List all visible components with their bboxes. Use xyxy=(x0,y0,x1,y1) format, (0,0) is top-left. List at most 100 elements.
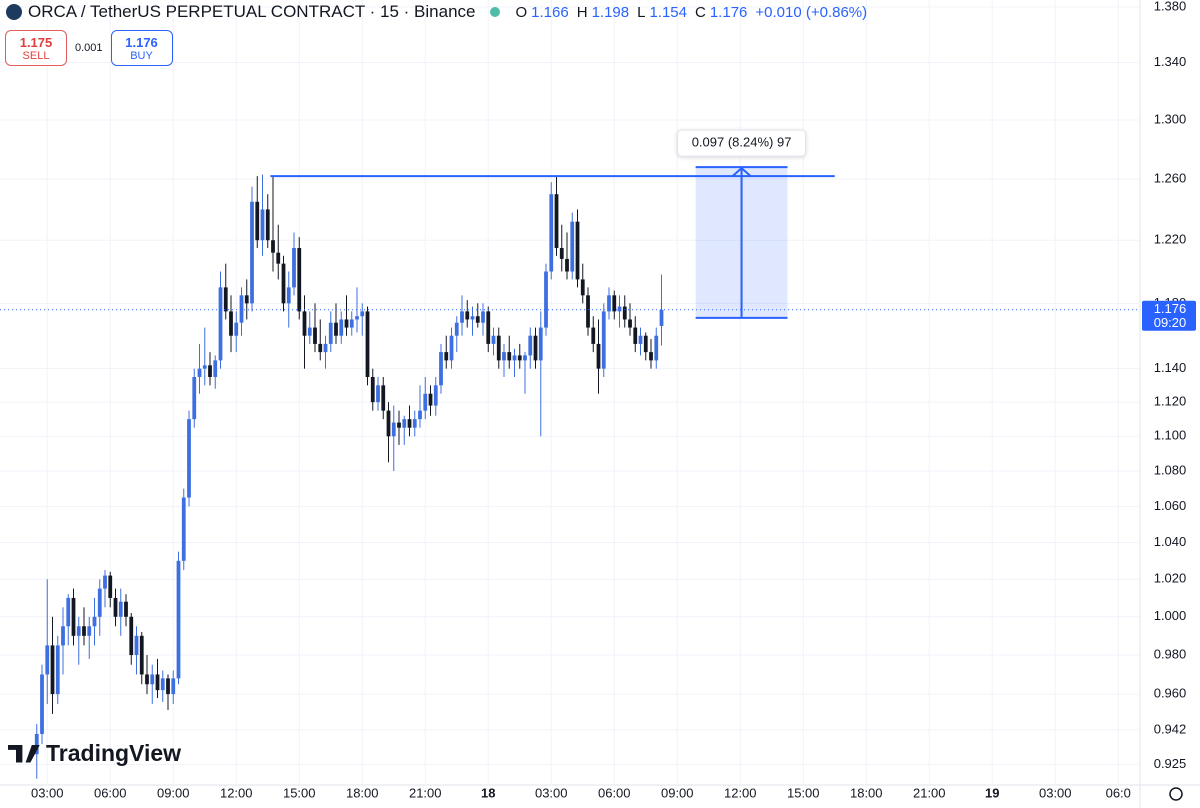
candle-body xyxy=(444,352,449,361)
candle-body xyxy=(286,287,291,304)
last-price-label: 1.176 xyxy=(1154,301,1187,316)
candle-body xyxy=(407,419,412,428)
candle-body xyxy=(523,355,527,361)
candle-body xyxy=(171,678,176,695)
ohlc-value: 1.154 xyxy=(649,3,687,21)
candle-body xyxy=(433,385,438,406)
candle-body xyxy=(145,674,149,685)
candle-body xyxy=(481,311,485,323)
candle-body xyxy=(166,678,170,695)
settings-icon[interactable] xyxy=(1169,787,1183,801)
candle-body xyxy=(334,322,338,336)
candle-body xyxy=(223,287,228,312)
candle-body xyxy=(591,327,596,344)
candle-body xyxy=(45,645,50,675)
x-tick-label: 18 xyxy=(481,785,495,800)
candle-body xyxy=(486,311,491,344)
y-tick-label: 1.000 xyxy=(1154,608,1187,623)
measure-arrow-head xyxy=(731,166,752,177)
candle-body xyxy=(360,311,365,317)
y-tick-label: 1.220 xyxy=(1154,232,1187,247)
candle-body xyxy=(517,355,522,361)
measure-label-box xyxy=(677,129,807,157)
symbol[interactable]: ORCA / TetherUS PERPETUAL CONTRACT · 15 … xyxy=(28,2,476,21)
y-tick-label: 1.120 xyxy=(1154,394,1187,409)
trade-panel: 1.175 SELL 0.001 1.176 BUY xyxy=(5,30,173,66)
candle-body xyxy=(638,335,643,344)
ohlc-key: H xyxy=(576,3,588,21)
y-tick-label: 0.980 xyxy=(1154,646,1187,661)
x-tick-label: 15:00 xyxy=(283,785,316,800)
candle-body xyxy=(460,311,464,323)
logo-text: TradingView xyxy=(46,740,182,766)
candle-body xyxy=(323,343,328,353)
candle-body xyxy=(565,258,569,272)
candle-body xyxy=(586,295,590,328)
candle-body xyxy=(34,733,39,755)
y-tick-label: 1.140 xyxy=(1154,360,1187,375)
candle-body xyxy=(349,319,354,328)
candle-body xyxy=(124,601,128,617)
ohlc-value: 1.166 xyxy=(531,3,569,21)
y-tick-label: 0.942 xyxy=(1154,721,1187,736)
candle-body xyxy=(234,322,239,336)
candle-body xyxy=(150,674,155,685)
change: +0.010 (+0.86%) xyxy=(755,3,868,21)
candle-body xyxy=(370,376,375,403)
candle-body xyxy=(155,674,160,691)
candle-body xyxy=(533,335,538,361)
candle-body xyxy=(97,588,102,617)
x-tick-label: 06:00 xyxy=(598,785,631,800)
candle-body xyxy=(402,419,407,428)
candle-body xyxy=(71,597,76,636)
candle-body xyxy=(260,209,265,241)
candle-body xyxy=(213,360,218,377)
ohlc-key: C xyxy=(695,3,706,21)
y-tick-label: 1.060 xyxy=(1154,498,1187,513)
candle-body xyxy=(391,422,396,437)
candle-body xyxy=(208,365,212,377)
candle-body xyxy=(160,678,165,691)
candle-body xyxy=(428,393,433,406)
candle-body xyxy=(544,271,548,328)
candle-body xyxy=(302,311,307,336)
ohlc-key: L xyxy=(637,3,646,21)
logo: TradingView xyxy=(8,740,181,767)
candle-body xyxy=(580,279,585,296)
candle-body xyxy=(612,295,617,312)
candle-body xyxy=(512,355,517,361)
candle-body xyxy=(55,645,60,695)
candle-body xyxy=(61,626,65,646)
candle-body xyxy=(491,335,496,344)
x-tick-label: 03:00 xyxy=(535,785,568,800)
ohlc: O 1.166 H 1.198 L 1.154 C 1.176 +0.010 (+0.86%) xyxy=(516,4,872,21)
candle-body xyxy=(129,616,134,656)
candle-body xyxy=(355,316,359,320)
candle-body xyxy=(66,597,71,627)
candle-body xyxy=(202,365,207,369)
candle-body xyxy=(496,335,501,361)
candle-body xyxy=(276,252,281,264)
candle-body xyxy=(139,635,144,675)
candle-body xyxy=(176,560,181,679)
candle-body xyxy=(596,343,601,369)
sell-button[interactable]: 1.175 SELL xyxy=(5,30,67,66)
x-tick-label: 21:00 xyxy=(409,785,442,800)
y-tick-label: 1.380 xyxy=(1154,0,1187,13)
candle-body xyxy=(297,247,302,312)
candle-body xyxy=(418,410,422,420)
buy-button[interactable]: 1.176 BUY xyxy=(110,30,173,66)
y-tick-label: 1.080 xyxy=(1154,462,1187,477)
candle-body xyxy=(397,422,401,428)
candle-body xyxy=(92,616,97,627)
candle-body xyxy=(549,194,554,272)
candle-body xyxy=(538,327,543,361)
y-tick-label: 1.020 xyxy=(1154,571,1187,586)
candle-body xyxy=(381,385,386,411)
candle-body xyxy=(50,645,55,695)
candle-body xyxy=(192,376,197,420)
y-tick-label: 1.100 xyxy=(1154,428,1187,443)
candle-body xyxy=(218,287,223,361)
